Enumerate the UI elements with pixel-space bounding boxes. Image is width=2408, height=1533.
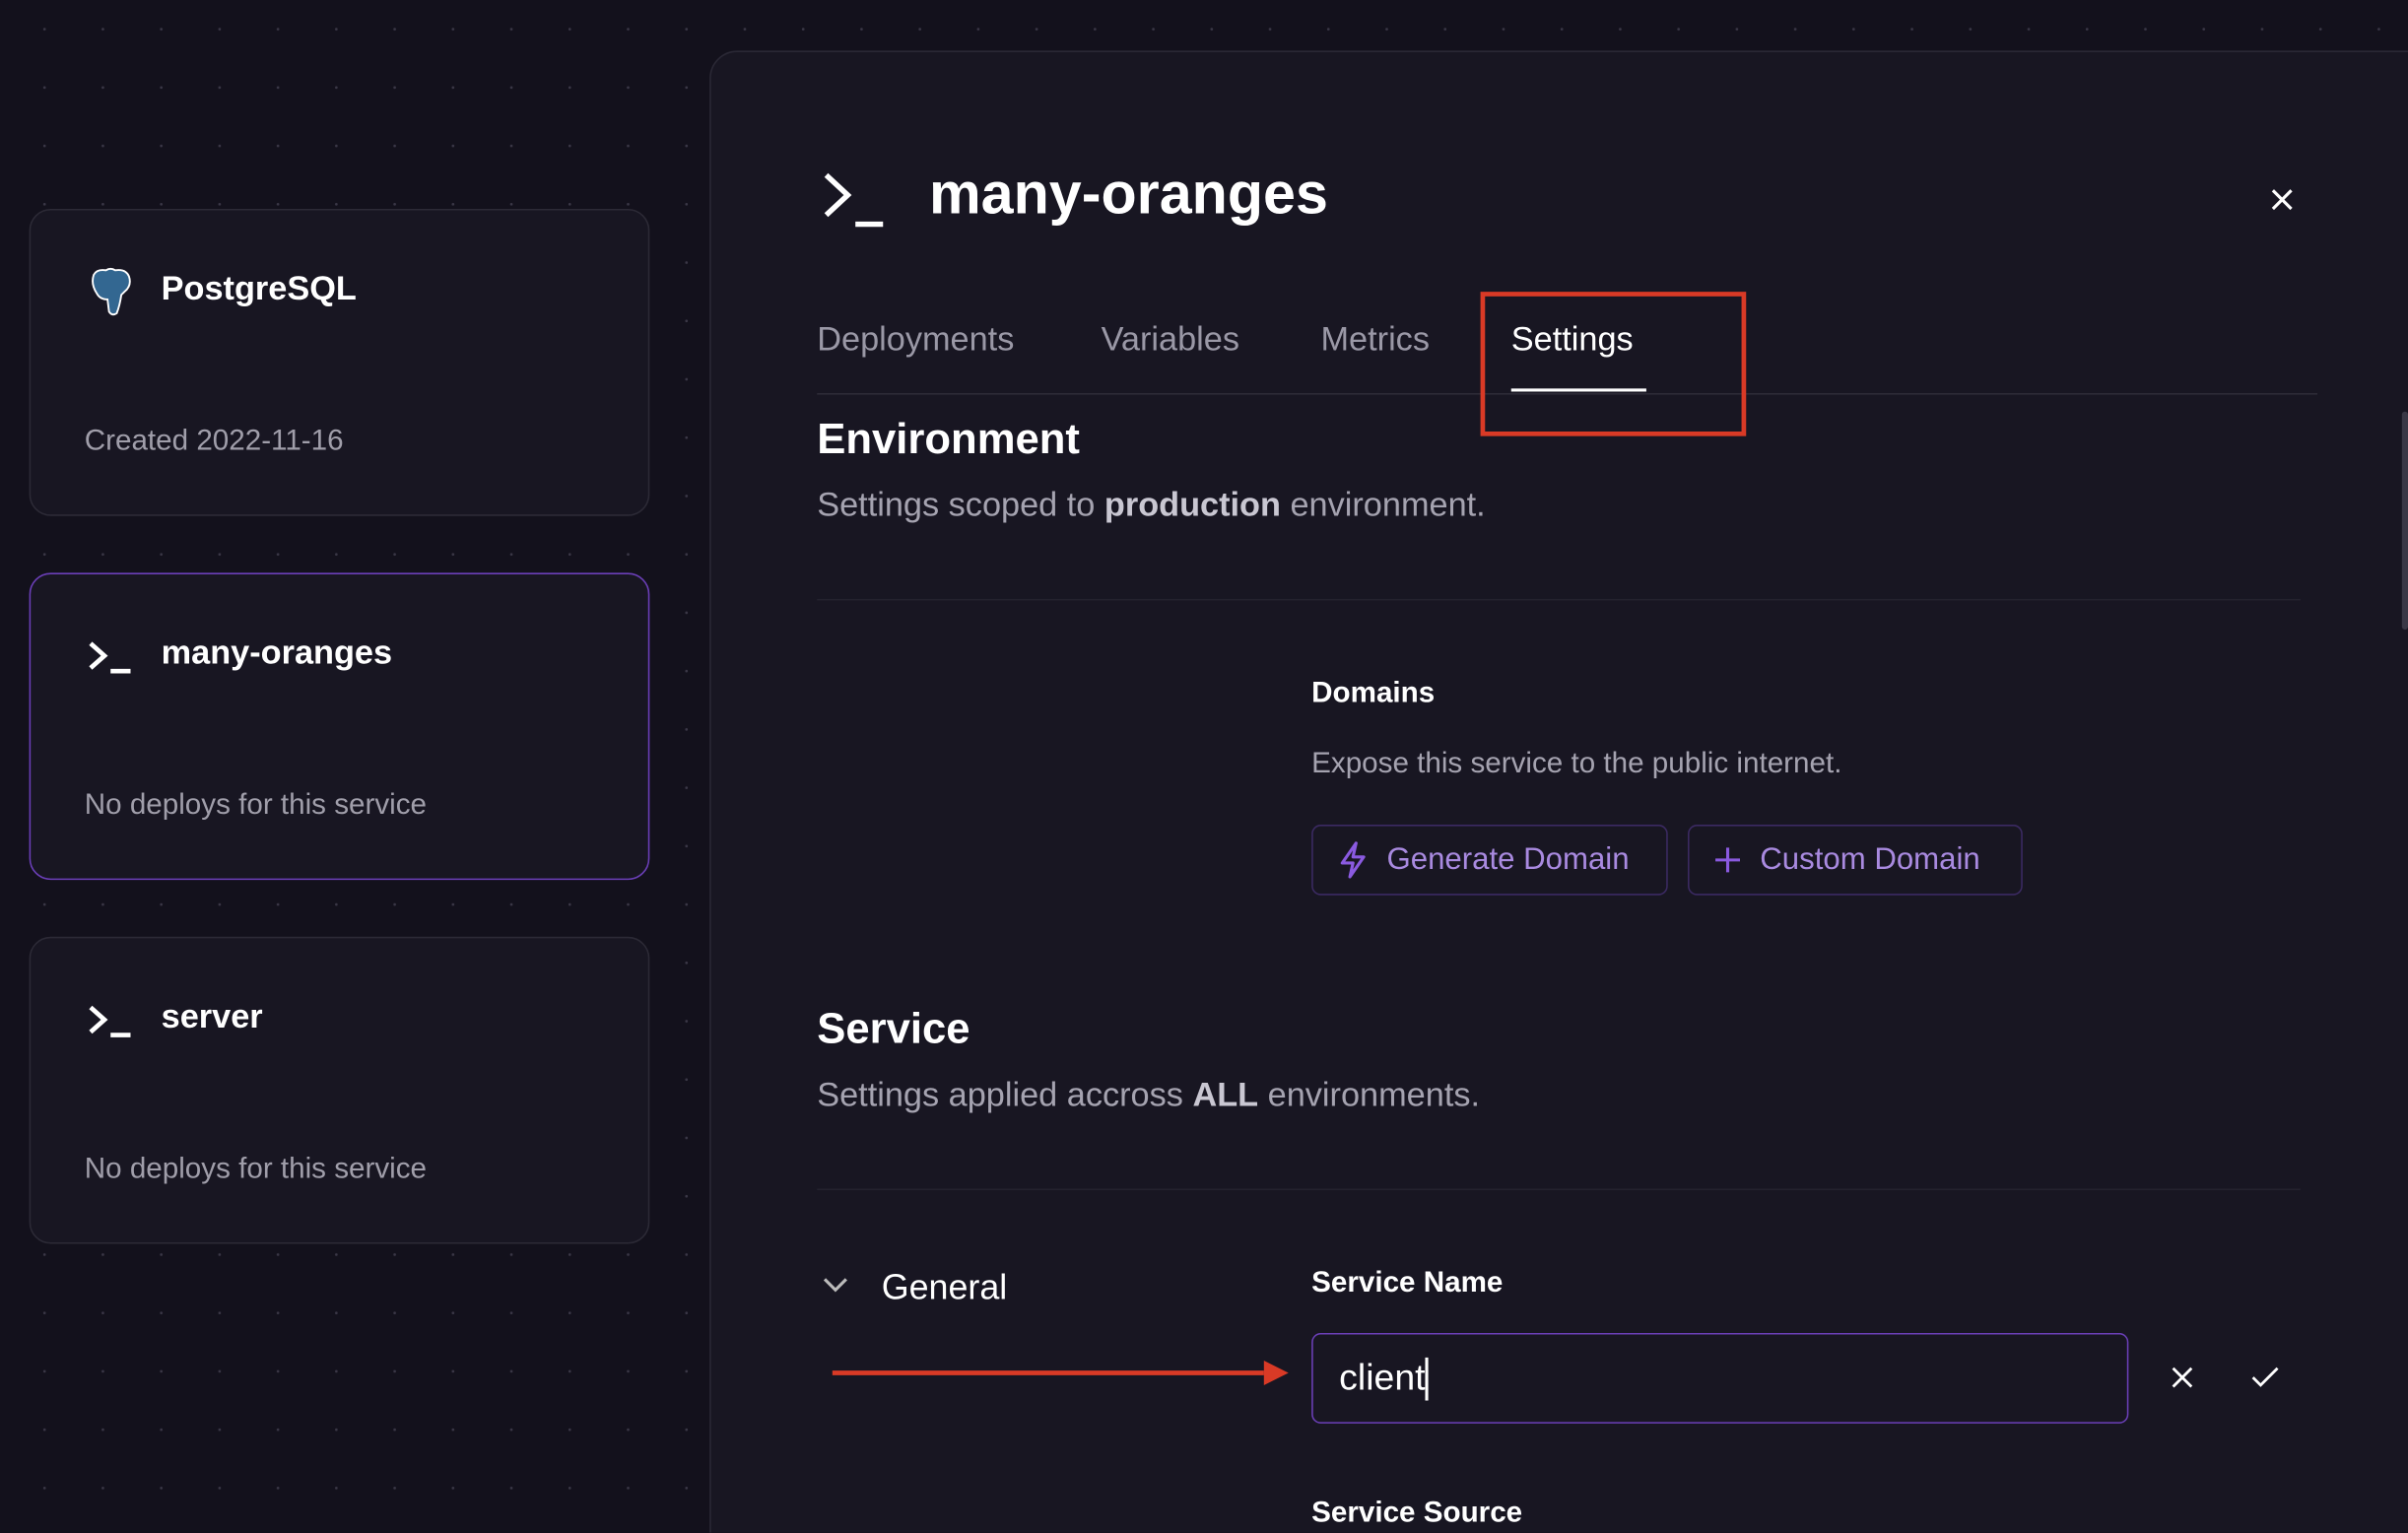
custom-domain-label: Custom Domain [1760,841,1980,877]
page-title: many-oranges [929,163,1328,228]
cancel-icon[interactable] [2172,1366,2193,1388]
divider [817,1188,2301,1190]
service-name-label: Service Name [1311,1266,1504,1300]
terminal-icon [89,1005,131,1037]
service-source-label: Service Source [1311,1497,1523,1530]
annotation-arrow [832,1361,1289,1385]
service-subtitle: Created 2022-11-16 [84,425,344,458]
service-heading: Service [817,1004,970,1052]
service-subtitle: No deploys for this service [84,789,428,822]
lightning-icon [1340,841,1366,879]
text-cursor [1425,1357,1428,1400]
generate-domain-button[interactable]: Generate Domain [1311,825,1668,896]
service-name: PostgreSQL [161,268,357,307]
domains-label: Domains [1311,677,1436,710]
service-name-input[interactable]: client [1311,1332,2129,1424]
divider [817,598,2301,601]
service-card-postgresql[interactable]: PostgreSQL Created 2022-11-16 [29,208,650,516]
chevron-down-icon[interactable] [822,1276,849,1295]
service-detail-panel: many-oranges Deployments Variables Metri… [709,50,2408,1533]
scrollbar-thumb[interactable] [2401,411,2408,631]
service-card-server[interactable]: server No deploys for this service [29,936,650,1244]
postgresql-elephant-icon [92,267,131,316]
service-subtitle: No deploys for this service [84,1153,428,1186]
terminal-icon [89,641,131,674]
tab-metrics[interactable]: Metrics [1320,319,1430,359]
environment-heading: Environment [817,414,1080,463]
custom-domain-button[interactable]: Custom Domain [1688,825,2023,896]
tab-settings[interactable]: Settings [1510,319,1634,359]
tab-selected-indicator [1510,388,1646,392]
tab-deployments[interactable]: Deployments [817,319,1015,359]
generate-domain-label: Generate Domain [1386,841,1630,877]
service-card-many-oranges[interactable]: many-oranges No deploys for this service [29,572,650,881]
tab-variables[interactable]: Variables [1101,319,1240,359]
service-name: many-oranges [161,633,393,672]
environment-description: Settings scoped to production environmen… [817,485,1486,524]
annotation-highlight-box [1480,292,1747,436]
general-section-toggle[interactable]: General [881,1266,1008,1307]
service-name-value: client [1339,1357,1426,1399]
confirm-check-icon[interactable] [2249,1366,2280,1390]
service-name: server [161,996,263,1035]
service-description: Settings applied accross ALL environment… [817,1075,1481,1114]
plus-icon [1715,847,1741,873]
tabs-divider [817,393,2318,395]
domains-description: Expose this service to the public intern… [1311,748,1842,780]
terminal-icon [824,172,884,228]
close-icon[interactable] [2270,187,2295,212]
